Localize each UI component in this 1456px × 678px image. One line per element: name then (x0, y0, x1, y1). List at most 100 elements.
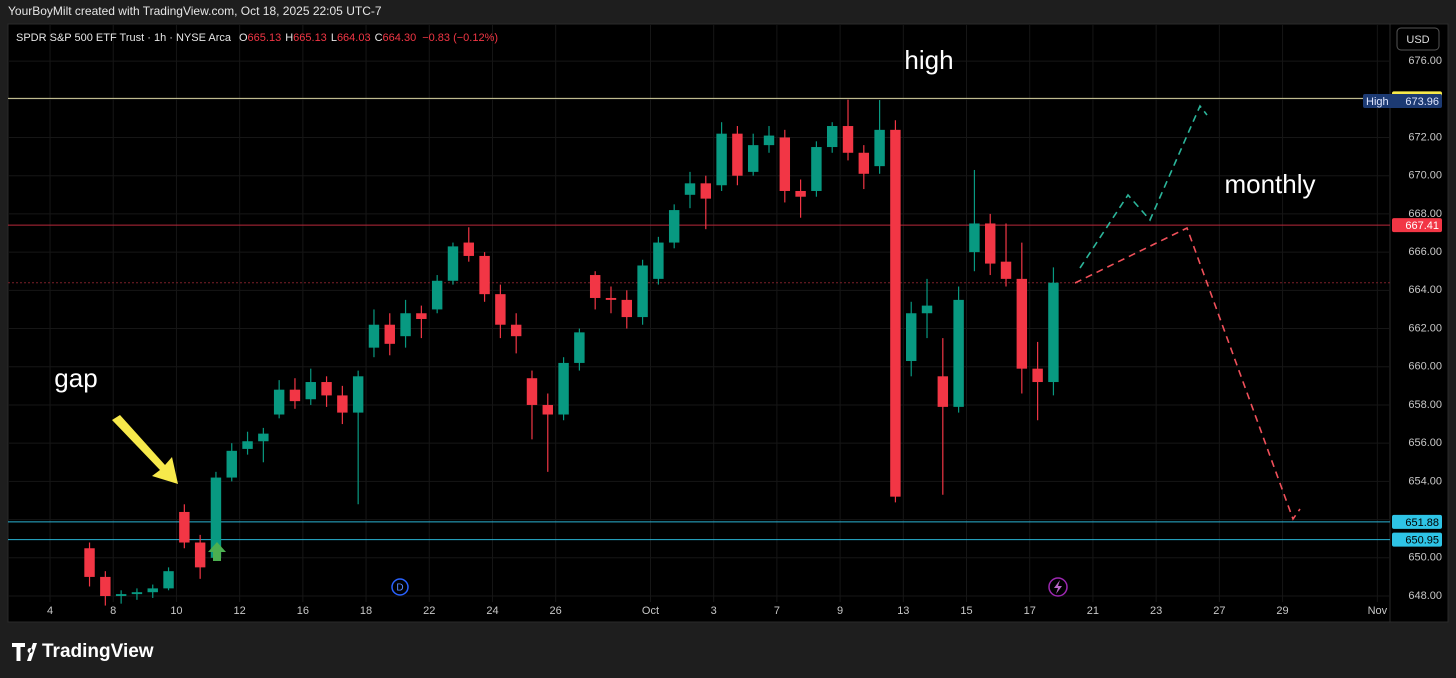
event-bolt (1054, 580, 1062, 594)
candle-body (194, 542, 206, 568)
candle-body (985, 223, 996, 264)
candle-body (115, 594, 127, 597)
x-tick-label: 10 (170, 605, 182, 617)
level-tag (1392, 514, 1442, 529)
x-tick-label: Nov (1368, 605, 1388, 617)
candle-body (100, 576, 111, 597)
chart-pane (7, 23, 1449, 623)
candle-body (447, 246, 459, 281)
projection-up (1079, 104, 1208, 269)
ohlc-key: L (331, 32, 337, 44)
level-tag (1392, 532, 1442, 547)
ohlc-value: 665.13 (248, 32, 282, 44)
y-tick-label: 666.00 (1408, 246, 1442, 258)
candle-body (416, 313, 427, 319)
x-tick-label: 15 (960, 605, 972, 617)
candle-body (1032, 368, 1043, 383)
projection-down (1074, 226, 1301, 521)
y-tick-label: 650.00 (1408, 552, 1442, 564)
level-label: 650.95 (1405, 535, 1439, 547)
symbol: SPDR S&P 500 ETF Trust · 1h · NYSE Arca (16, 32, 232, 44)
ohlc-value: 664.30 (383, 32, 417, 44)
x-tick-label: 24 (486, 605, 498, 617)
x-tick-label: 27 (1213, 605, 1225, 617)
candle-body (384, 324, 395, 344)
annotation: monthly (1224, 169, 1315, 199)
x-tick-label: 22 (423, 605, 435, 617)
candle-body (890, 129, 901, 497)
x-tick-label: 7 (774, 605, 780, 617)
candle-body (495, 294, 506, 325)
x-tick-label: 13 (897, 605, 909, 617)
y-tick-label: 658.00 (1408, 399, 1442, 411)
candle-body (921, 305, 933, 314)
x-tick-label: 9 (837, 605, 843, 617)
candle-body (526, 378, 538, 405)
level-tag (1392, 218, 1442, 233)
candle-body (210, 477, 222, 558)
level-label: 667.41 (1405, 220, 1439, 232)
candle-body (605, 297, 617, 300)
y-tick-label: 662.00 (1408, 322, 1442, 334)
x-tick-label: 8 (110, 605, 116, 617)
candle-body (621, 299, 633, 318)
x-tick-label: 12 (234, 605, 246, 617)
high-tag-name: High (1366, 96, 1389, 108)
candle-body (732, 133, 743, 176)
x-tick-label: 16 (297, 605, 309, 617)
candle-body (510, 324, 522, 337)
currency-button[interactable] (1396, 27, 1440, 51)
candle-body (574, 332, 585, 363)
x-tick-label: 29 (1276, 605, 1288, 617)
candle-body (305, 382, 316, 400)
x-tick-label: 26 (550, 605, 562, 617)
candle-body (400, 313, 411, 337)
candle-body (84, 548, 95, 577)
high-tag-value: 673.96 (1405, 96, 1439, 108)
y-tick-label: 676.00 (1408, 55, 1442, 67)
currency-label[interactable]: USD (1406, 34, 1429, 46)
grid (8, 24, 1390, 602)
x-tick-label: 17 (1024, 605, 1036, 617)
candle-body (479, 255, 490, 295)
ohlc-key: O (239, 32, 248, 44)
candle-body (368, 324, 380, 348)
candle-body (779, 137, 791, 191)
candle-body (905, 313, 917, 362)
brand-name: TradingView (42, 641, 154, 662)
candle-body (131, 592, 143, 595)
level-label: 651.88 (1405, 517, 1439, 529)
candle-body (858, 152, 870, 174)
y-tick-label: 670.00 (1408, 170, 1442, 182)
y-tick-label: 656.00 (1408, 437, 1442, 449)
candle-body (352, 376, 364, 413)
x-tick-label: 23 (1150, 605, 1162, 617)
y-tick-label: 654.00 (1408, 475, 1442, 487)
high-tag (1363, 94, 1442, 109)
annotation: gap (54, 363, 97, 393)
event-icon (1048, 577, 1068, 597)
legend: SPDR S&P 500 ETF Trust · 1h · NYSE Arca O… (16, 32, 498, 44)
candle-body (542, 404, 553, 415)
candle-body (1048, 282, 1059, 383)
x-tick-label: 4 (47, 605, 53, 617)
ohlc-value: 664.03 (337, 32, 371, 44)
candle-body (763, 135, 775, 146)
candle-body (273, 389, 285, 415)
candle-body (589, 275, 601, 298)
candle-body (558, 362, 569, 415)
candle-body (289, 389, 301, 402)
candles (84, 99, 1059, 606)
ohlc-value: 665.13 (293, 32, 327, 44)
up-arrow (208, 542, 226, 561)
candle-body (431, 280, 443, 310)
header-text: YourBoyMilt created with TradingView.com… (8, 4, 382, 18)
x-tick-label: 3 (711, 605, 717, 617)
candle-body (321, 382, 332, 396)
candle-body (1000, 261, 1012, 279)
candle-body (874, 129, 885, 167)
y-tick-label: 668.00 (1408, 208, 1442, 220)
candle-body (463, 242, 474, 256)
y-tick-label: 660.00 (1408, 361, 1442, 373)
